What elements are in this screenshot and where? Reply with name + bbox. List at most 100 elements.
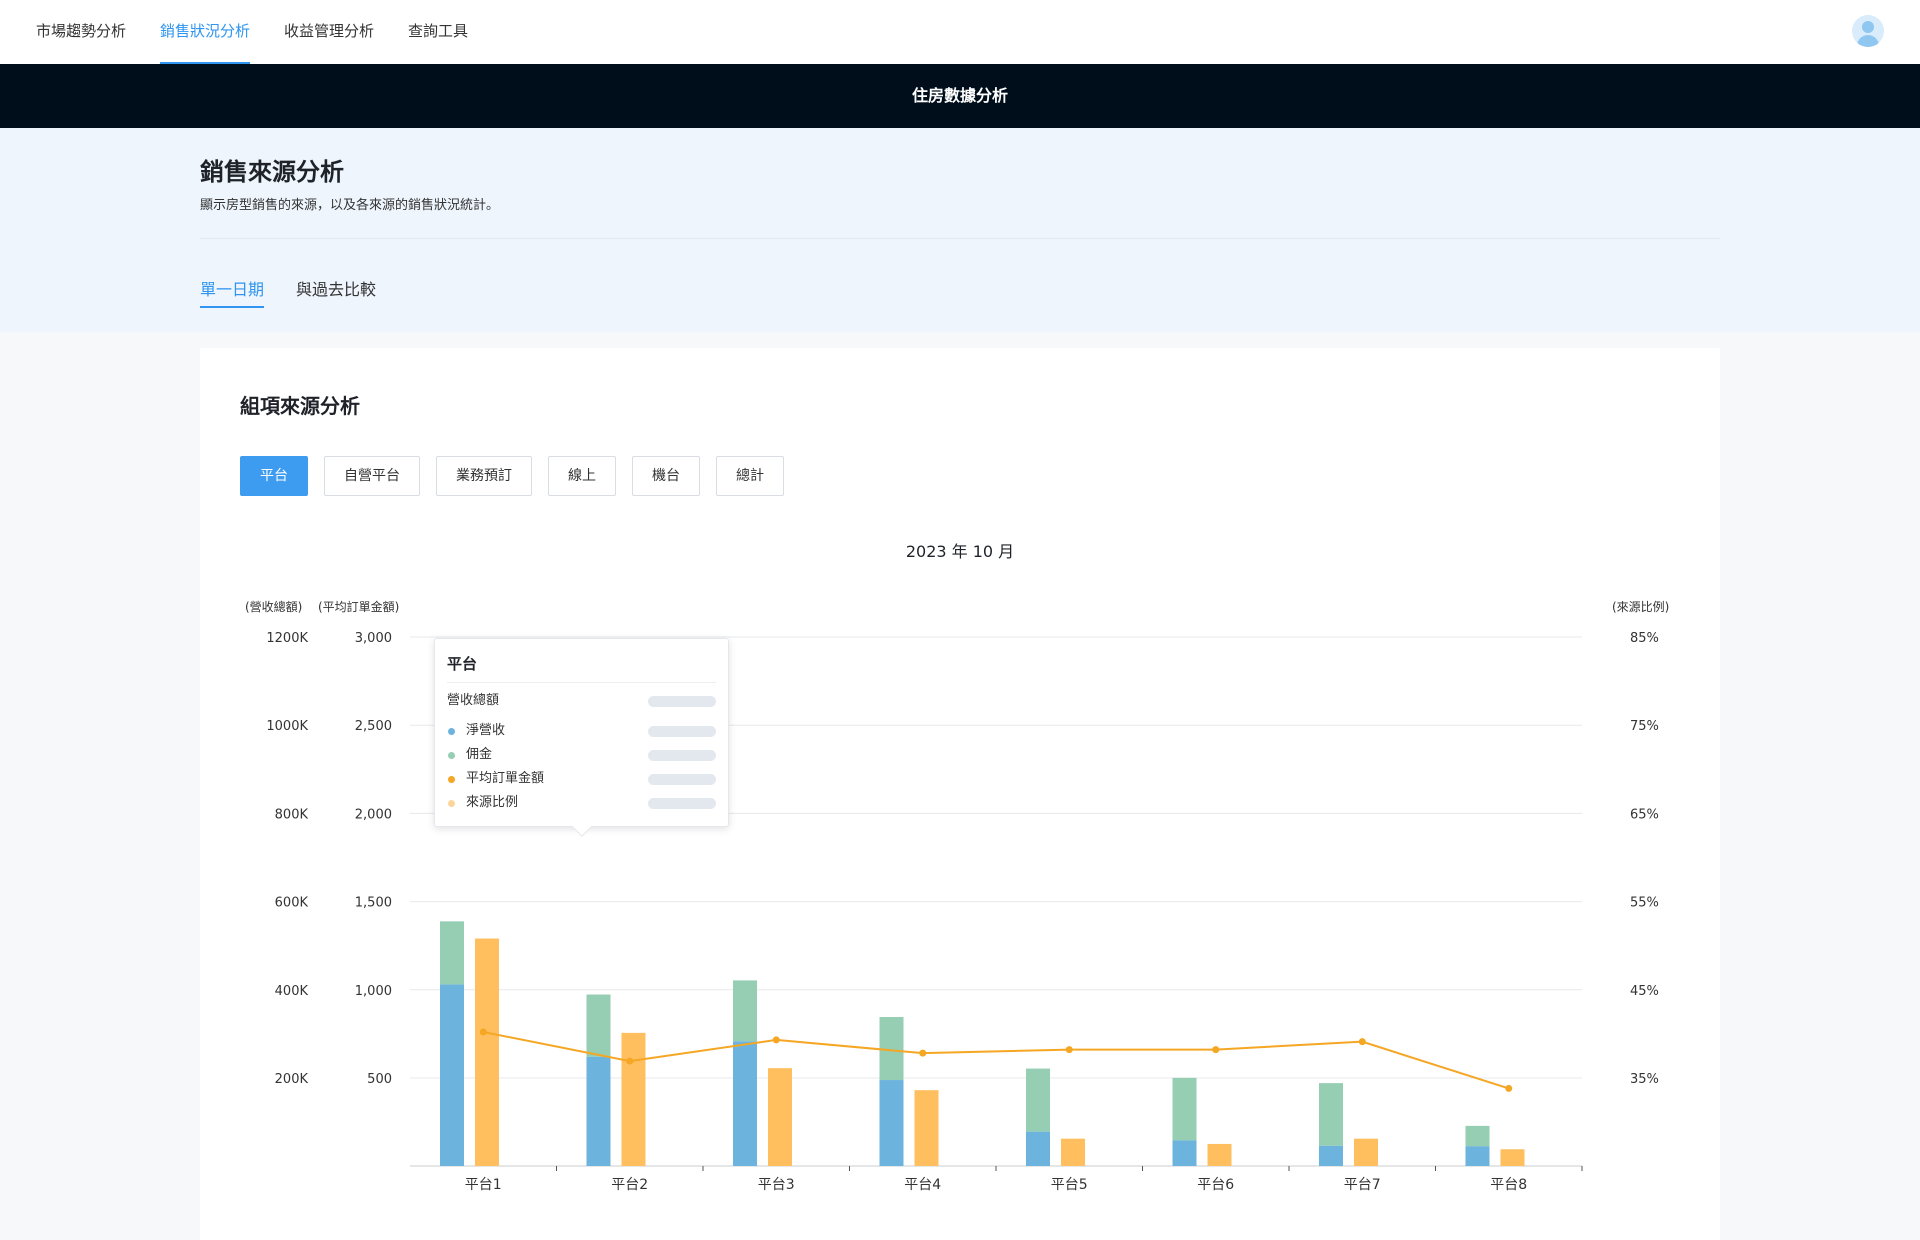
tooltip-value-placeholder [648, 774, 716, 785]
axis-title-revenue: (營收總額) [245, 600, 303, 614]
nav-tab-query-tools[interactable]: 查詢工具 [408, 22, 469, 40]
left-axis-tick-label: 400K [275, 984, 309, 999]
tooltip-row: 佣金 [447, 745, 716, 765]
bar-net-revenue [1172, 1140, 1197, 1166]
line-point-source-ratio [1065, 1046, 1073, 1054]
tooltip-value-placeholder [648, 696, 716, 707]
top-nav: 市場趨勢分析 銷售狀況分析 收益管理分析 查詢工具 [0, 0, 1920, 64]
legend-dot-icon [448, 800, 455, 807]
bar-avg-order [1500, 1149, 1525, 1166]
tooltip-row: 淨營收 [447, 721, 716, 741]
filter-kiosk-button[interactable]: 機台 [632, 456, 700, 496]
nav-tab-revenue-management[interactable]: 收益管理分析 [284, 22, 375, 40]
tooltip-value-placeholder [648, 750, 716, 761]
x-axis-category-label: 平台3 [758, 1177, 795, 1193]
bar-net-revenue [440, 984, 464, 1166]
left-axis-tick-label: 1000K [266, 719, 308, 734]
x-axis-category-label: 平台7 [1344, 1177, 1381, 1193]
page-title: 銷售來源分析 [200, 158, 344, 186]
x-axis-category-label: 平台8 [1490, 1177, 1527, 1193]
nav-tab-market-trend[interactable]: 市場趨勢分析 [36, 22, 127, 40]
mid-axis-tick-label: 1,000 [355, 984, 392, 999]
bar-avg-order [621, 1032, 646, 1166]
mid-axis-tick-label: 2,000 [355, 807, 392, 822]
bar-commission [1319, 1083, 1343, 1146]
line-point-source-ratio [919, 1049, 927, 1057]
page-header [0, 128, 1920, 332]
bar-commission [1465, 1125, 1490, 1147]
bar-commission [733, 980, 757, 1042]
user-avatar-icon[interactable] [1852, 15, 1884, 47]
chart-tooltip: 平台 營收總額 淨營收 佣金 平均訂單金額 來源比例 [434, 638, 729, 837]
legend-dot-icon [448, 752, 455, 759]
left-axis-tick-label: 1200K [266, 631, 308, 646]
right-axis-tick-label: 55% [1630, 896, 1659, 911]
tooltip-row-label: 佣金 [466, 747, 493, 762]
bar-commission [1172, 1077, 1197, 1141]
filter-online-button[interactable]: 線上 [548, 456, 616, 496]
axis-title-avg-order: (平均訂單金額) [318, 600, 400, 614]
bar-commission [440, 921, 464, 985]
bar-net-revenue [733, 1041, 757, 1166]
x-axis-category-label: 平台5 [1051, 1177, 1088, 1193]
tooltip-row-label: 來源比例 [466, 795, 519, 810]
bar-net-revenue [1465, 1146, 1490, 1166]
bar-commission [879, 1016, 904, 1081]
bar-commission [586, 994, 611, 1057]
line-point-source-ratio [1358, 1038, 1366, 1046]
filter-business-booking-button[interactable]: 業務預訂 [436, 456, 532, 496]
tooltip-row-label: 平均訂單金額 [466, 771, 545, 786]
tooltip-row: 來源比例 [447, 793, 716, 813]
banner-title: 住房數據分析 [0, 64, 1920, 128]
right-axis-tick-label: 65% [1630, 807, 1659, 822]
nav-tab-sales-status[interactable]: 銷售狀況分析 [160, 0, 251, 64]
bar-avg-order [768, 1068, 792, 1166]
tooltip-value-placeholder [648, 726, 716, 737]
bar-net-revenue [879, 1080, 904, 1166]
left-axis-tick-label: 800K [275, 807, 309, 822]
mid-axis-tick-label: 3,000 [355, 631, 392, 646]
filter-platform-button[interactable]: 平台 [240, 456, 308, 496]
left-axis-tick-label: 200K [275, 1072, 309, 1087]
header-divider [200, 238, 1720, 239]
x-axis-category-label: 平台4 [904, 1177, 941, 1193]
tooltip-total-label: 營收總額 [447, 693, 500, 708]
line-point-source-ratio [626, 1057, 634, 1065]
line-point-source-ratio [772, 1036, 780, 1044]
bar-net-revenue [586, 1056, 611, 1166]
x-axis-category-label: 平台2 [611, 1177, 648, 1193]
subtab-single-date[interactable]: 單一日期 [200, 276, 265, 308]
page-description: 顯示房型銷售的來源，以及各來源的銷售狀況統計。 [200, 198, 500, 213]
bar-net-revenue [1319, 1145, 1343, 1166]
mid-axis-tick-label: 2,500 [355, 719, 392, 734]
filter-self-platform-button[interactable]: 自營平台 [324, 456, 420, 496]
bar-avg-order [1354, 1138, 1378, 1166]
card-title: 組項來源分析 [240, 394, 360, 418]
line-point-source-ratio [1212, 1046, 1220, 1054]
line-point-source-ratio [479, 1028, 487, 1036]
right-axis-tick-label: 75% [1630, 719, 1659, 734]
chart-title: 2023 年 10 月 [905, 542, 1015, 561]
line-source-ratio [483, 1031, 1510, 1090]
bar-avg-order [475, 938, 499, 1166]
mid-axis-tick-label: 500 [367, 1072, 392, 1087]
tooltip-row-total: 營收總額 [447, 691, 716, 711]
subtab-compare-past[interactable]: 與過去比較 [296, 280, 377, 299]
bar-commission [1026, 1068, 1050, 1132]
legend-dot-icon [448, 776, 455, 783]
mid-axis-tick-label: 1,500 [355, 896, 392, 911]
tooltip-value-placeholder [648, 798, 716, 809]
tooltip-title: 平台 [447, 655, 478, 673]
axis-title-ratio: (來源比例) [1612, 600, 1670, 614]
x-axis-category-label: 平台1 [465, 1177, 502, 1193]
left-axis-tick-label: 600K [275, 896, 309, 911]
bar-avg-order [914, 1090, 939, 1166]
right-axis-tick-label: 35% [1630, 1072, 1659, 1087]
line-point-source-ratio [1505, 1084, 1513, 1092]
filter-total-button[interactable]: 總計 [716, 456, 784, 496]
bar-net-revenue [1026, 1131, 1050, 1166]
x-axis-category-label: 平台6 [1197, 1177, 1234, 1193]
legend-dot-icon [448, 728, 455, 735]
right-axis-tick-label: 85% [1630, 631, 1659, 646]
